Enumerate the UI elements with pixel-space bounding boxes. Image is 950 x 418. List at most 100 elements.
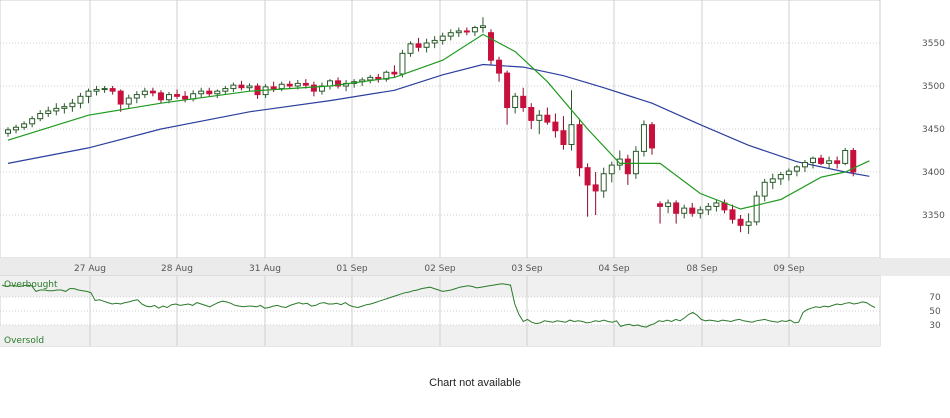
overbought-label: Overbought [4,280,58,290]
candle [391,65,398,78]
candle [463,27,470,36]
candle [520,87,527,112]
candle [624,154,631,185]
candle [37,110,44,122]
candle [109,86,116,95]
candle [335,77,342,89]
oscillator-y-tick-label: 50 [929,307,941,317]
candle [45,106,52,117]
candle [584,163,591,217]
candle [415,37,422,52]
x-tick-label: 02 Sep [424,264,456,274]
candle [77,92,84,109]
candle [230,82,237,93]
candle [681,204,688,219]
candle [198,87,205,99]
ma-short-line [7,33,870,210]
ma-long-series [7,63,870,177]
oscillator-y-axis: 30 50 70 [929,293,941,331]
candle [665,199,672,214]
candle [810,156,816,169]
candle [141,87,148,99]
candle [488,29,494,65]
ma-long-line [7,63,870,177]
candle [479,17,486,33]
candle [504,70,511,125]
candle [383,70,390,82]
candle [673,200,680,224]
x-tick-label: 01 Sep [336,264,368,274]
candle [769,173,776,190]
oversold-label: Oversold [4,336,44,346]
candle [423,38,430,53]
candle [455,27,462,37]
candle [608,161,615,183]
candle [801,159,808,172]
candle [166,92,172,104]
candle [471,25,478,37]
x-axis-band [0,258,950,276]
x-tick-label: 27 Aug [74,264,106,274]
candle [13,124,20,134]
candle [705,202,712,215]
x-tick-label: 09 Sep [773,264,805,274]
candle [729,204,736,224]
candle [5,127,11,137]
candle [616,150,623,171]
x-tick-label: 04 Sep [598,264,630,274]
price-y-tick-label: 3550 [922,39,945,49]
x-axis: 27 Aug 28 Aug 31 Aug 01 Sep 02 Sep 03 Sep 04 S… [74,264,805,274]
candle [834,156,841,169]
x-tick-label: 08 Sep [686,264,718,274]
price-y-tick-label: 3400 [922,168,945,178]
ma-short-series [7,33,870,210]
candle [149,87,156,97]
candle [214,89,221,99]
candle [399,49,406,78]
candle [697,206,704,219]
candle [576,118,583,177]
oscillator-series [1,283,876,328]
candle [793,165,800,177]
candle [640,120,647,157]
candle [536,110,543,135]
candle [117,89,124,112]
candle [431,36,438,49]
candle [560,116,567,150]
candle [632,146,639,179]
candle [592,172,599,215]
candle [528,103,535,129]
x-tick-label: 28 Aug [161,264,193,274]
candle [512,92,519,114]
candle [93,86,100,96]
candle [447,29,454,41]
price-y-axis: 3350 3400 3450 3500 3550 [922,39,945,221]
candle [101,86,108,93]
candle [246,83,253,92]
candle [53,103,60,116]
candle [157,90,164,104]
x-tick-label: 03 Sep [511,264,543,274]
candle [777,172,784,185]
oscillator-grid [0,276,880,346]
candle [753,190,760,226]
candle [649,122,655,155]
candle [689,202,696,217]
candle [552,113,559,138]
candle [133,91,140,104]
x-tick-label: 31 Aug [249,264,281,274]
candle [496,56,503,82]
price-y-tick-label: 3350 [922,211,945,221]
oscillator-y-tick-label: 30 [929,321,941,331]
candle [785,168,792,181]
candle [439,32,446,45]
candle [286,80,293,89]
candle [310,81,317,97]
price-y-tick-label: 3500 [922,82,945,92]
candle [761,178,768,202]
candle [713,199,720,212]
candle [745,213,752,234]
candle [600,167,607,198]
price-y-tick-label: 3450 [922,125,945,135]
